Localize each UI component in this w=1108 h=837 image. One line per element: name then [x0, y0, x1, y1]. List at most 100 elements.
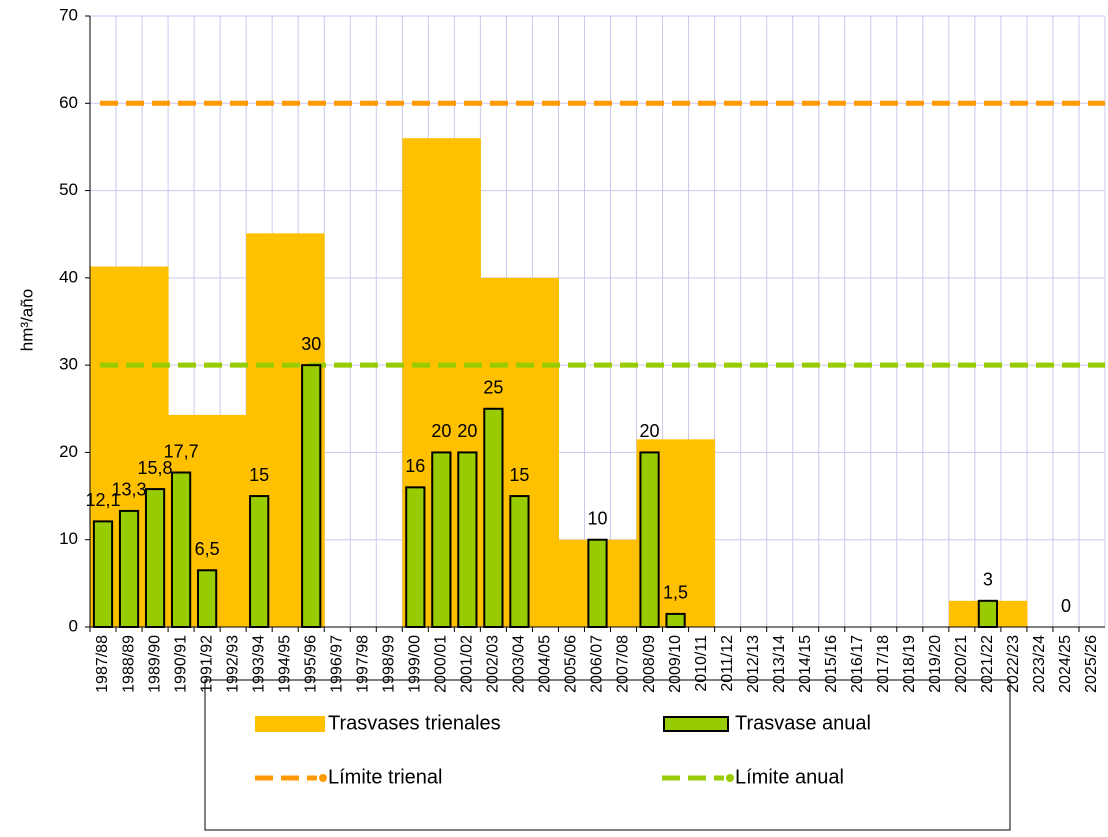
- x-tick-label: 2009/10: [667, 635, 684, 693]
- bar: [301, 364, 322, 628]
- x-tick-label: 1995/96: [302, 635, 319, 693]
- bar: [118, 509, 140, 628]
- y-tick-label: 60: [59, 93, 78, 112]
- x-tick-label: 2004/05: [537, 635, 554, 693]
- x-tick-label: 2003/04: [511, 635, 528, 693]
- x-tick-label: 2002/03: [485, 635, 502, 693]
- x-tick-label: 2000/01: [433, 635, 450, 693]
- x-tick-label: 2017/18: [875, 635, 892, 693]
- x-tick-label: 2024/25: [1057, 635, 1074, 693]
- bar: [977, 599, 998, 628]
- legend-label: Trasvases trienales: [328, 712, 501, 734]
- x-tick-label: 2020/21: [953, 635, 970, 693]
- data-label: 30: [301, 334, 321, 354]
- x-tick-label: 2016/17: [849, 635, 866, 693]
- legend-swatch: [663, 716, 729, 732]
- area-step: [272, 233, 299, 627]
- data-label: 0: [1061, 596, 1071, 616]
- area-step: [688, 439, 716, 627]
- data-label: 3: [983, 570, 993, 590]
- x-tick-label: 1993/94: [250, 635, 267, 693]
- x-tick-label: 2013/14: [771, 635, 788, 693]
- data-label: 20: [640, 421, 660, 441]
- bar: [587, 538, 608, 629]
- data-label: 15,8: [138, 458, 173, 478]
- bar: [509, 495, 530, 629]
- bar: [483, 407, 504, 628]
- x-tick-label: 2025/26: [1083, 635, 1100, 693]
- area-step: [948, 600, 976, 627]
- area-step: [662, 439, 690, 627]
- data-label: 6,5: [195, 539, 220, 559]
- y-tick-label: 0: [69, 616, 78, 635]
- x-tick-label: 2022/23: [1005, 635, 1022, 693]
- bar: [457, 451, 478, 628]
- x-tick-label: 1990/91: [172, 635, 189, 693]
- y-tick-label: 50: [59, 180, 78, 199]
- x-tick-label: 2015/16: [823, 635, 840, 693]
- legend-marker: [726, 774, 734, 782]
- legend-label: Trasvase anual: [735, 712, 871, 734]
- x-tick-label: 2001/02: [459, 635, 476, 693]
- bar: [92, 520, 114, 628]
- data-label: 12,1: [85, 490, 120, 510]
- y-tick-label: 20: [59, 442, 78, 461]
- bar: [197, 569, 218, 628]
- x-tick-label: 2005/06: [563, 635, 580, 693]
- x-tick-label: 1999/00: [407, 635, 424, 693]
- data-label: 20: [457, 421, 477, 441]
- x-tick-label: 2018/19: [901, 635, 918, 693]
- legend-swatch: [255, 716, 325, 732]
- data-label: 17,7: [164, 441, 199, 461]
- y-tick-label: 10: [59, 529, 78, 548]
- bar: [431, 451, 452, 628]
- data-label: 10: [587, 508, 607, 528]
- data-label: 20: [431, 421, 451, 441]
- data-label: 25: [483, 378, 503, 398]
- x-tick-label: 1992/93: [224, 635, 241, 693]
- data-label: 13,3: [112, 480, 147, 500]
- y-tick-label: 70: [59, 5, 78, 24]
- data-label: 16: [405, 456, 425, 476]
- y-tick-label: 30: [59, 355, 78, 374]
- area-step: [558, 539, 585, 627]
- x-tick-label: 1994/95: [276, 635, 293, 693]
- data-label: 1,5: [663, 583, 688, 603]
- bar: [405, 486, 426, 629]
- x-tick-label: 2011/12: [719, 635, 736, 692]
- x-tick-label: 1987/88: [94, 635, 111, 693]
- legend-marker: [319, 774, 327, 782]
- x-tick-label: 2008/09: [641, 635, 658, 693]
- x-tick-label: 1989/90: [146, 635, 163, 693]
- x-tick-label: 1991/92: [198, 635, 215, 693]
- x-tick-label: 1997/98: [354, 635, 371, 693]
- x-tick-label: 2023/24: [1031, 635, 1048, 693]
- area-step: [610, 539, 638, 627]
- legend-label: Límite anual: [735, 766, 844, 788]
- area-step: [220, 414, 247, 627]
- area-step: [532, 277, 559, 627]
- data-label: 15: [509, 465, 529, 485]
- bar: [665, 612, 686, 629]
- x-tick-label: 2012/13: [745, 635, 762, 693]
- bar: [144, 488, 166, 628]
- x-tick-label: 2010/11: [693, 635, 710, 692]
- x-tick-label: 2019/20: [927, 635, 944, 693]
- x-tick-label: 2021/22: [979, 635, 996, 693]
- x-tick-label: 1988/89: [120, 635, 137, 693]
- legend-box: [204, 679, 1011, 831]
- x-tick-label: 1996/97: [328, 635, 345, 693]
- bar: [170, 471, 192, 628]
- x-tick-label: 2006/07: [589, 635, 606, 693]
- bar: [639, 451, 660, 628]
- y-tick-label: 40: [59, 267, 78, 286]
- x-tick-label: 2014/15: [797, 635, 814, 693]
- x-tick-label: 1998/99: [381, 635, 398, 693]
- area-step: [1000, 600, 1028, 627]
- y-axis-label: hm³/año: [17, 289, 36, 351]
- legend-label: Límite trienal: [328, 766, 443, 788]
- data-label: 15: [249, 465, 269, 485]
- x-tick-label: 2007/08: [615, 635, 632, 693]
- bar: [249, 495, 270, 629]
